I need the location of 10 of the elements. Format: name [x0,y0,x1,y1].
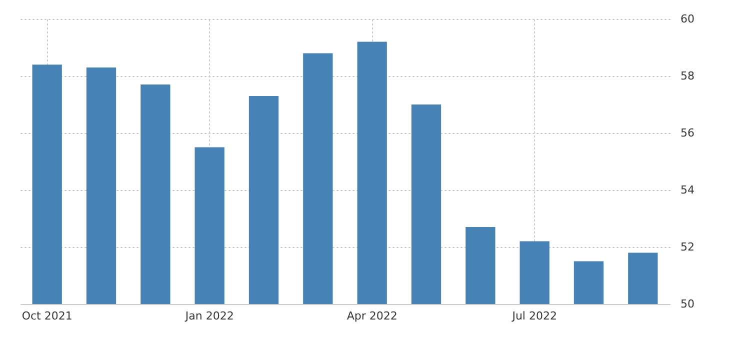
y-tick-label: 60 [680,12,694,26]
y-tick-label: 54 [680,184,694,196]
y-tick-label: 50 [680,298,694,310]
y-tick-label: 52 [680,240,694,254]
x-tick-label: Jul 2022 [511,310,557,322]
x-tick-label: Oct 2021 [22,310,72,322]
y-tick-label: 58 [680,70,694,82]
x-tick-label: Apr 2022 [346,310,398,322]
x-tick-label: Jan 2022 [184,310,234,322]
y-tick-label: 56 [680,126,694,140]
